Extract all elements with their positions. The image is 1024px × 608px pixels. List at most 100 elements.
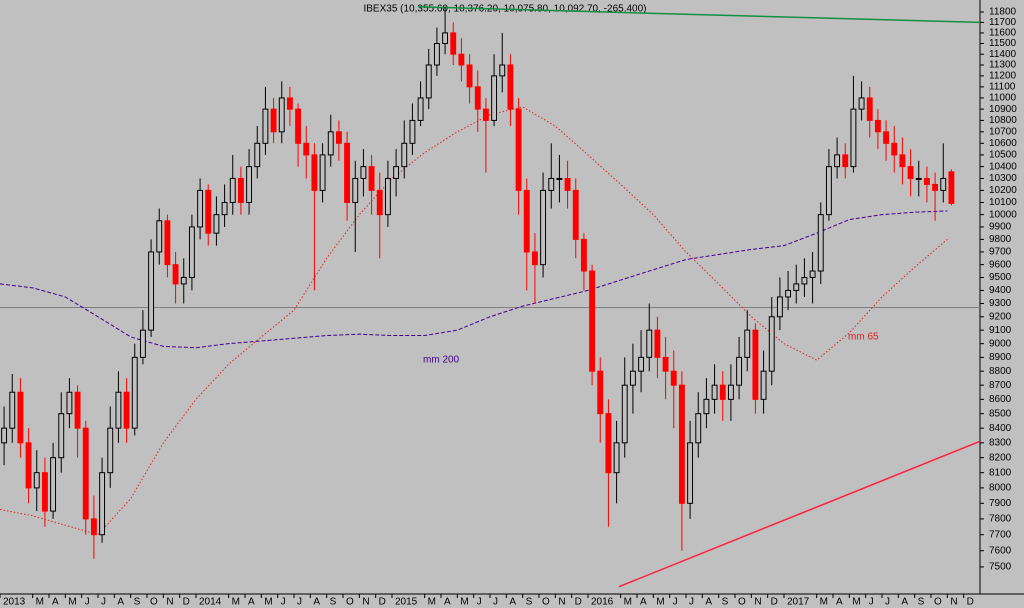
candle-body — [695, 413, 702, 444]
candle-body — [237, 177, 244, 203]
candle-body — [25, 442, 32, 489]
candle-body — [491, 75, 498, 121]
candle-body — [107, 427, 114, 474]
candle-body — [303, 142, 310, 156]
x-tick-label: N — [166, 597, 173, 608]
candle-body — [295, 108, 302, 144]
y-tick-label: 11200 — [989, 71, 1017, 82]
candle-body — [156, 220, 163, 253]
candle-body — [409, 119, 416, 144]
y-tick-label: 10800 — [989, 115, 1017, 126]
candle-body — [540, 189, 547, 266]
y-tick-label: 11500 — [989, 38, 1017, 49]
candle-body — [874, 119, 881, 133]
trendline — [618, 440, 981, 588]
x-tick-label: 2014 — [199, 597, 222, 608]
y-tick-label: 8500 — [989, 408, 1012, 419]
x-tick-label: N — [950, 597, 957, 608]
x-tick-label: J — [493, 597, 498, 608]
candle-body — [727, 384, 734, 400]
candle-body — [752, 329, 759, 400]
candle-body — [940, 177, 947, 191]
candle-body — [629, 370, 636, 386]
candle-body — [482, 108, 489, 121]
y-tick-label: 10300 — [989, 173, 1017, 184]
y-tick-label: 9900 — [989, 222, 1012, 233]
candle-body — [229, 177, 236, 203]
candle-body — [278, 97, 285, 133]
candle-body — [82, 427, 89, 520]
candle-body — [768, 316, 775, 372]
candle-body — [393, 166, 400, 179]
candle-body — [41, 472, 48, 512]
candle-body — [801, 276, 808, 285]
candle-body — [703, 398, 710, 415]
candle-body — [548, 177, 555, 191]
candle-body — [221, 201, 228, 216]
x-tick-label: J — [477, 597, 482, 608]
candle-body — [197, 189, 204, 228]
x-tick-label: J — [281, 597, 286, 608]
candle-body — [376, 189, 383, 216]
x-tick-label: O — [542, 597, 550, 608]
y-tick-label: 7900 — [989, 498, 1012, 509]
x-tick-label: J — [101, 597, 106, 608]
x-tick-label: M — [460, 597, 468, 608]
candle-body — [327, 131, 334, 156]
candle-body — [883, 131, 890, 144]
candle-body — [719, 384, 726, 400]
candle-body — [589, 270, 596, 372]
candle-body — [605, 413, 612, 474]
x-tick-label: S — [722, 597, 729, 608]
y-tick-label: 11100 — [989, 82, 1016, 93]
y-tick-label: 10900 — [989, 104, 1017, 115]
x-tick-label: N — [558, 597, 565, 608]
y-tick-label: 7600 — [989, 545, 1012, 556]
y-tick-label: 9000 — [989, 338, 1012, 349]
annotation: mm 200 — [423, 355, 460, 366]
candle-body — [188, 226, 195, 278]
trendline — [418, 6, 981, 24]
x-tick-label: J — [885, 597, 890, 608]
candle-body — [368, 166, 375, 191]
y-tick-label: 9100 — [989, 325, 1012, 336]
candle-body — [1, 427, 8, 444]
x-tick-label: 2017 — [787, 597, 810, 608]
x-tick-label: D — [183, 597, 190, 608]
candle-body — [9, 391, 16, 429]
candle-body — [352, 177, 359, 203]
x-tick-label: O — [738, 597, 746, 608]
candle-body — [401, 142, 408, 168]
y-tick-label: 10000 — [989, 209, 1017, 220]
candle-body — [580, 238, 587, 272]
candle-body — [891, 142, 898, 156]
x-tick-label: M — [36, 597, 44, 608]
candle-body — [270, 108, 277, 133]
y-tick-label: 8200 — [989, 452, 1012, 463]
candle-body — [474, 86, 481, 110]
moving-average — [0, 106, 948, 536]
x-tick-label: N — [362, 597, 369, 608]
y-tick-label: 7800 — [989, 514, 1012, 525]
candle-body — [384, 177, 391, 216]
candle-body — [180, 276, 187, 285]
x-tick-label: O — [346, 597, 354, 608]
candle-body — [613, 442, 620, 474]
candle-body — [213, 214, 220, 234]
x-tick-label: 2013 — [3, 597, 26, 608]
candle-body — [139, 329, 146, 358]
y-tick-label: 9700 — [989, 247, 1012, 258]
x-tick-label: 2015 — [395, 597, 418, 608]
x-tick-label: M — [820, 597, 828, 608]
candle-body — [760, 370, 767, 400]
y-tick-label: 9400 — [989, 285, 1012, 296]
candle-body — [785, 289, 792, 298]
y-tick-label: 8100 — [989, 467, 1012, 478]
candle-body — [899, 154, 906, 168]
candle-body — [850, 108, 857, 168]
candle-body — [687, 442, 694, 504]
candle-body — [499, 64, 506, 77]
candle-body — [711, 384, 718, 400]
x-tick-label: M — [852, 597, 860, 608]
